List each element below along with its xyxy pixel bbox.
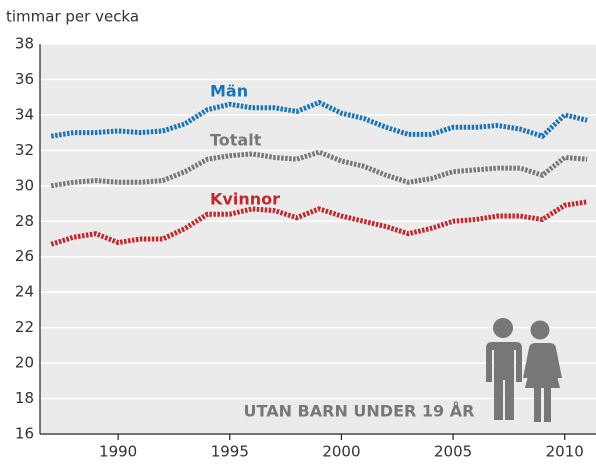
series-line bbox=[50, 149, 588, 189]
y-tick-label: 28 bbox=[15, 212, 34, 230]
x-tick-label: 2005 bbox=[434, 443, 472, 461]
y-axis-label: timmar per vecka bbox=[6, 8, 139, 26]
y-tick-label: 18 bbox=[15, 389, 34, 407]
y-tick-label: 24 bbox=[15, 283, 34, 301]
y-tick-label: 20 bbox=[15, 354, 34, 372]
x-tick-label: 1995 bbox=[211, 443, 249, 461]
annotation: UTAN BARN UNDER 19 ÅR bbox=[244, 402, 475, 421]
series-label: Män bbox=[210, 82, 248, 101]
y-tick-label: 26 bbox=[15, 247, 34, 265]
series-line bbox=[50, 199, 588, 247]
x-tick-label: 2000 bbox=[322, 443, 360, 461]
y-tick-label: 38 bbox=[15, 35, 34, 53]
people-icon bbox=[486, 318, 562, 422]
y-tick-label: 30 bbox=[15, 176, 34, 194]
series-label: Totalt bbox=[210, 131, 262, 150]
y-tick-label: 32 bbox=[15, 141, 34, 159]
series-line bbox=[50, 99, 588, 140]
y-tick-label: 34 bbox=[15, 105, 34, 123]
series-label: Kvinnor bbox=[210, 190, 280, 209]
y-tick-label: 22 bbox=[15, 318, 34, 336]
y-tick-label: 36 bbox=[15, 70, 34, 88]
y-tick-label: 16 bbox=[15, 425, 34, 443]
x-tick-label: 1990 bbox=[99, 443, 137, 461]
x-tick-label: 2010 bbox=[546, 443, 584, 461]
